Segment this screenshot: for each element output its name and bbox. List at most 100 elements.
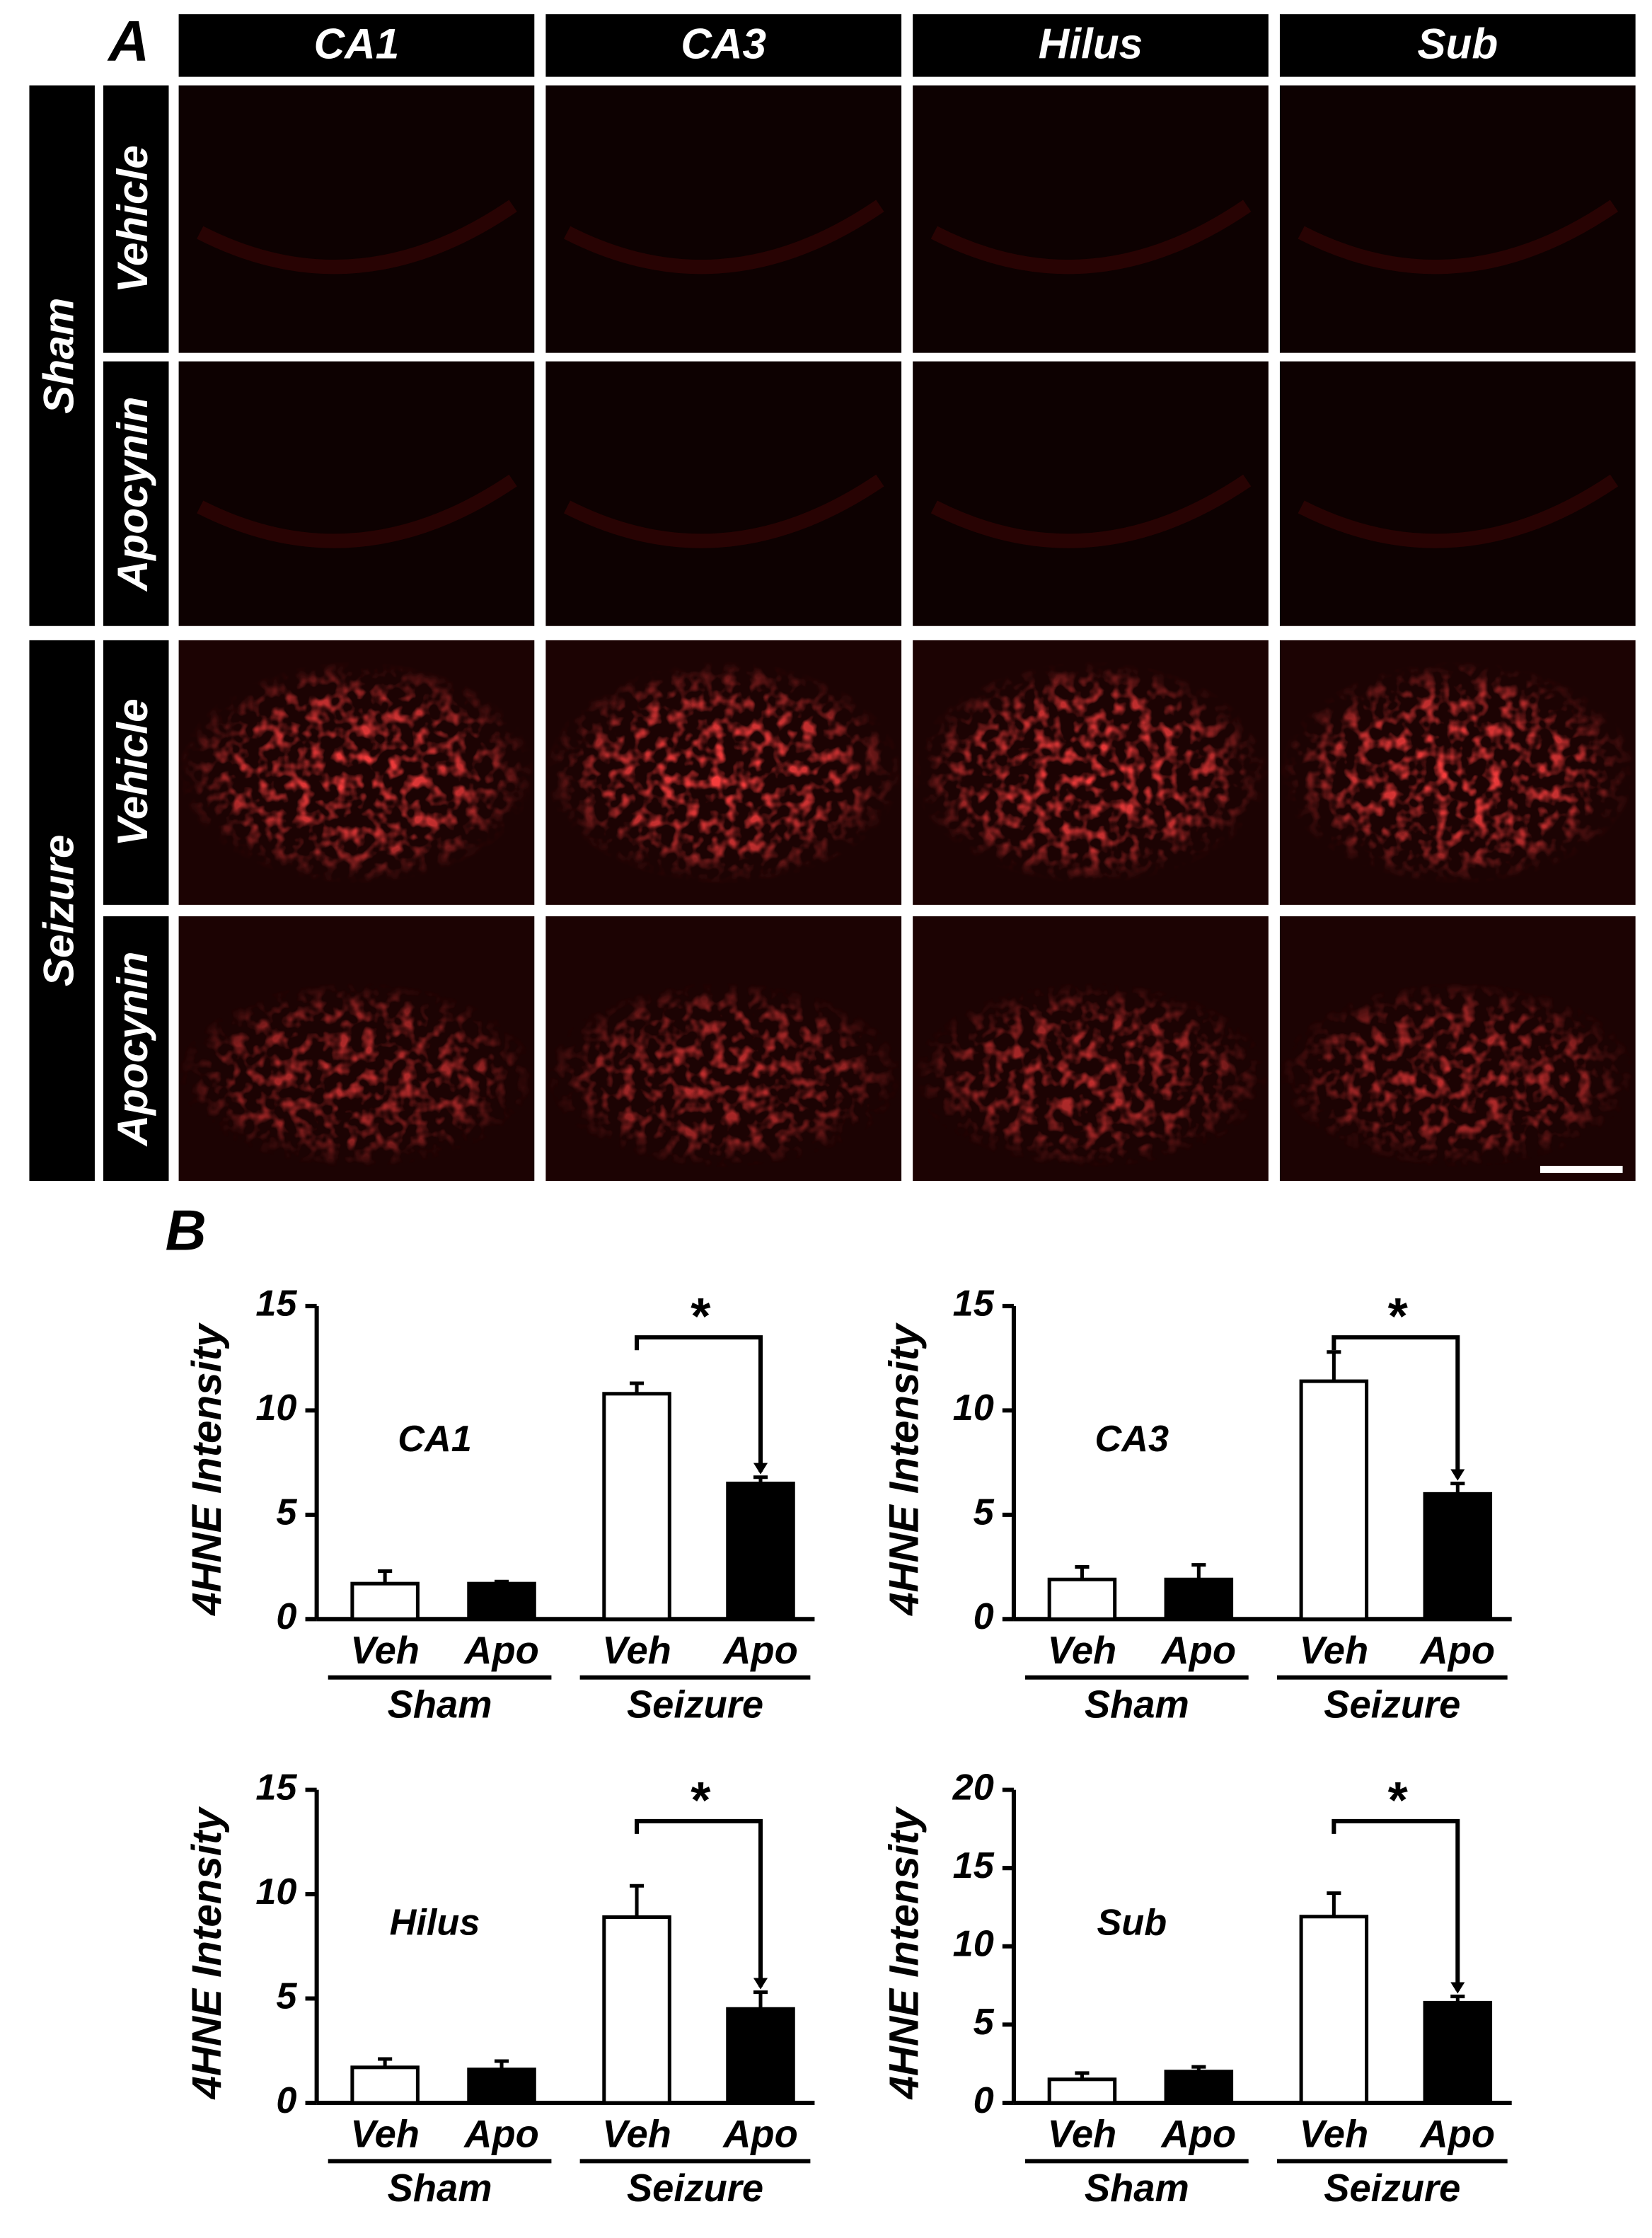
arrowhead	[1450, 1469, 1465, 1481]
column-header-box	[913, 14, 1269, 77]
micrograph	[545, 361, 902, 626]
micrograph-signal	[178, 982, 535, 1168]
x-tick-label: Apo	[1419, 1629, 1496, 1672]
x-tick-label: Apo	[1160, 1629, 1237, 1672]
micrograph-signal	[197, 200, 517, 275]
y-tick-label: 15	[255, 1767, 297, 1808]
micrograph-signal	[1279, 982, 1636, 1168]
micrograph-signal	[1279, 661, 1636, 884]
panel-label: B	[166, 1199, 207, 1263]
bar	[1047, 2077, 1117, 2105]
micrograph	[178, 85, 535, 353]
x-tick-label: Veh	[602, 2113, 671, 2156]
group-header-box	[29, 85, 95, 626]
micrograph	[545, 85, 902, 353]
x-tick-label: Apo	[463, 1629, 539, 1672]
row-header-box	[103, 85, 169, 353]
significance-label: *	[688, 1288, 710, 1345]
row-header: Vehicle	[108, 145, 156, 293]
chart-title: CA3	[1095, 1419, 1169, 1460]
y-tick-label: 5	[276, 1975, 297, 2017]
x-tick-label: Veh	[1048, 1629, 1117, 1672]
y-axis-label: 4HNE Intensity	[184, 1322, 230, 1616]
bar	[350, 1581, 420, 1621]
x-tick-label: Veh	[1300, 1629, 1369, 1672]
row-header: Vehicle	[108, 698, 156, 846]
group-header: Sham	[35, 298, 83, 414]
micrograph	[1279, 85, 1636, 353]
group-header: Seizure	[35, 835, 83, 987]
bar	[1423, 1492, 1493, 1621]
x-tick-label: Apo	[1160, 2113, 1237, 2156]
row-header: Apocynin	[108, 396, 156, 592]
micrograph	[1279, 361, 1636, 626]
significance-bracket	[1332, 1818, 1460, 1991]
micrograph-signal	[930, 200, 1252, 275]
row-header-box	[103, 361, 169, 626]
micrograph-signal	[197, 474, 517, 548]
error-bar	[494, 1579, 509, 1584]
significance-bracket	[635, 1335, 763, 1472]
column-header: Sub	[1417, 19, 1498, 67]
error-bar	[1191, 1563, 1206, 1580]
group-label: Seizure	[627, 2167, 763, 2210]
x-tick-label: Veh	[350, 2113, 420, 2156]
bar	[602, 1392, 671, 1621]
significance-label: *	[688, 1772, 710, 1829]
micrograph	[913, 361, 1269, 626]
y-axis-label: 4HNE Intensity	[882, 1806, 928, 2100]
x-tick-label: Apo	[722, 2113, 798, 2156]
y-tick-label: 20	[952, 1767, 994, 1808]
y-tick-label: 0	[276, 1596, 296, 1637]
error-bar	[753, 1990, 768, 2009]
group-label: Sham	[1085, 2167, 1189, 2210]
micrograph-signal	[545, 982, 902, 1168]
significance-label: *	[1386, 1288, 1408, 1345]
micrograph-signal	[930, 474, 1252, 548]
y-tick-label: 0	[276, 2080, 296, 2121]
micrograph-signal	[1298, 200, 1619, 275]
column-header-box	[545, 14, 902, 77]
micrograph-signal	[178, 661, 535, 884]
y-tick-label: 10	[953, 1924, 994, 1965]
x-tick-label: Veh	[602, 1629, 671, 1672]
column-header: CA1	[314, 19, 400, 67]
error-bar	[1075, 2071, 1090, 2080]
micrograph-signal	[563, 200, 884, 275]
y-axis-label: 4HNE Intensity	[184, 1806, 230, 2100]
y-tick-label: 5	[276, 1492, 297, 1533]
chart-title: CA1	[398, 1419, 472, 1460]
y-tick-label: 10	[255, 1871, 296, 1913]
x-tick-label: Apo	[463, 2113, 539, 2156]
column-header-box	[1279, 14, 1636, 77]
y-tick-label: 15	[953, 1284, 995, 1325]
panel-label: A	[107, 10, 149, 74]
error-bar	[378, 1569, 393, 1584]
chart-title: Sub	[1097, 1902, 1167, 1943]
micrograph-signal	[913, 982, 1269, 1168]
x-tick-label: Veh	[350, 1629, 420, 1672]
group-label: Seizure	[1324, 2167, 1460, 2210]
bar	[1047, 1577, 1117, 1621]
y-axis-label: 4HNE Intensity	[882, 1322, 928, 1616]
micrograph	[178, 361, 535, 626]
bar	[602, 1915, 671, 2105]
chart-title: Hilus	[390, 1902, 480, 1943]
x-tick-label: Apo	[722, 1629, 798, 1672]
error-bar	[753, 1475, 768, 1484]
y-tick-label: 5	[974, 2002, 995, 2043]
bar	[726, 1482, 795, 1621]
micrograph-signal	[563, 474, 884, 548]
significance-label: *	[1386, 1772, 1408, 1829]
micrograph-signal	[1298, 474, 1619, 548]
micrograph-signal	[913, 661, 1269, 884]
significance-bracket	[635, 1818, 763, 1987]
y-tick-label: 0	[974, 1596, 994, 1637]
bar	[1164, 2070, 1234, 2105]
y-tick-label: 5	[974, 1492, 995, 1533]
error-bar	[630, 1884, 645, 1917]
group-label: Seizure	[1324, 1683, 1460, 1726]
group-label: Sham	[388, 1683, 492, 1726]
column-header: Hilus	[1039, 19, 1143, 67]
error-bar	[378, 2057, 393, 2067]
